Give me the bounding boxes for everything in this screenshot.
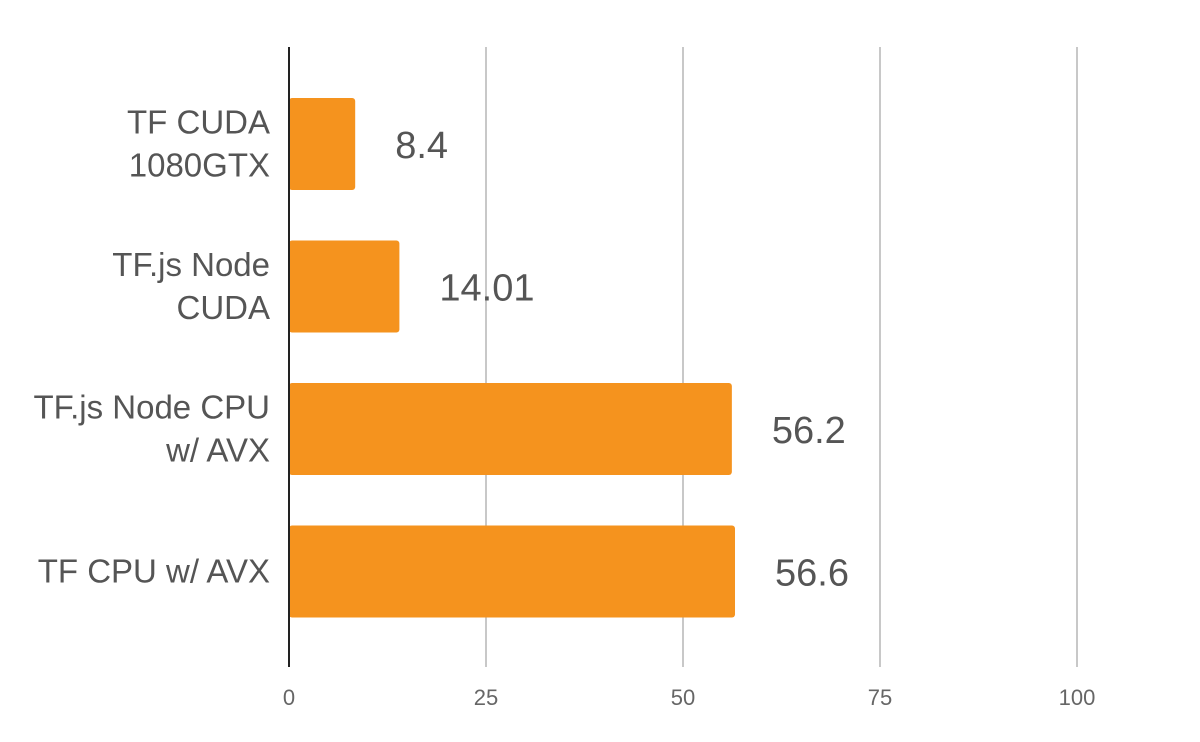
bars <box>289 98 736 618</box>
x-tick-label: 100 <box>1059 685 1096 710</box>
value-labels: 8.4 14.01 56.2 56.6 <box>395 125 849 595</box>
category-label: w/ AVX <box>165 432 270 469</box>
x-tick-label: 0 <box>283 685 295 710</box>
x-tick-label: 75 <box>868 685 892 710</box>
category-label: TF.js Node CPU <box>33 389 270 426</box>
value-label: 8.4 <box>395 125 448 167</box>
category-label: TF CUDA <box>127 104 270 141</box>
category-labels: TF CUDA 1080GTX TF.js Node CUDA TF.js Node C… <box>33 104 270 590</box>
category-label: TF.js Node <box>112 246 270 283</box>
bar <box>289 525 736 618</box>
x-axis-ticks: 0 25 50 75 100 <box>283 685 1095 710</box>
value-label: 56.2 <box>772 410 846 452</box>
bar <box>289 240 400 333</box>
category-label: TF CPU w/ AVX <box>38 553 270 590</box>
category-label: CUDA <box>176 289 270 326</box>
x-tick-label: 25 <box>474 685 498 710</box>
bar <box>289 383 732 475</box>
value-label: 56.6 <box>775 553 849 595</box>
value-label: 14.01 <box>439 268 534 310</box>
x-tick-label: 50 <box>671 685 695 710</box>
category-label: 1080GTX <box>129 147 270 184</box>
bar <box>289 98 356 190</box>
